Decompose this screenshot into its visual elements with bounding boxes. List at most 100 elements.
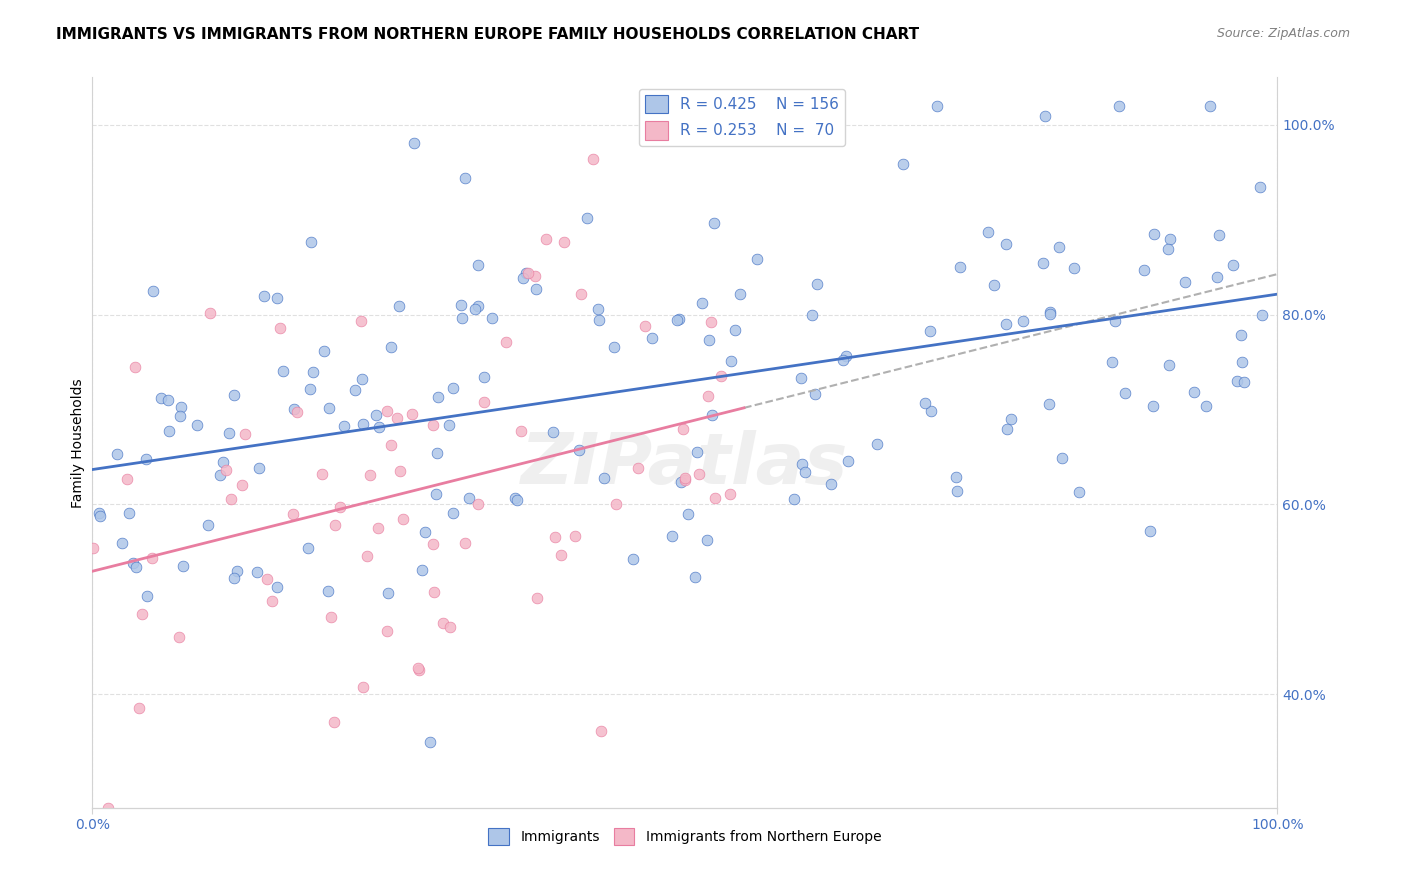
Point	[311, 467, 333, 482]
Point	[156, 392, 179, 407]
Point	[1033, 109, 1056, 123]
Point	[790, 457, 813, 471]
Point	[1050, 451, 1073, 466]
Point	[506, 493, 529, 508]
Point	[495, 335, 517, 350]
Point	[1104, 314, 1126, 328]
Point	[97, 801, 120, 815]
Point	[124, 359, 146, 374]
Point	[118, 506, 141, 520]
Point	[668, 312, 690, 326]
Point	[111, 536, 134, 550]
Point	[666, 313, 689, 327]
Point	[983, 277, 1005, 292]
Point	[891, 157, 914, 171]
Point	[801, 308, 824, 322]
Point	[671, 475, 693, 490]
Point	[302, 365, 325, 379]
Point	[172, 559, 194, 574]
Point	[1114, 386, 1136, 401]
Point	[266, 291, 288, 305]
Point	[945, 470, 967, 484]
Point	[686, 445, 709, 459]
Point	[1198, 99, 1220, 113]
Point	[1039, 307, 1062, 321]
Point	[1159, 231, 1181, 245]
Point	[422, 417, 444, 432]
Point	[1225, 374, 1247, 388]
Point	[918, 324, 941, 338]
Point	[375, 404, 398, 418]
Point	[1157, 242, 1180, 256]
Point	[402, 136, 425, 151]
Point	[526, 591, 548, 605]
Point	[329, 500, 352, 515]
Point	[641, 331, 664, 345]
Point	[1038, 397, 1060, 411]
Point	[914, 396, 936, 410]
Point	[142, 284, 165, 298]
Point	[352, 371, 374, 385]
Point	[441, 506, 464, 520]
Point	[368, 420, 391, 434]
Point	[425, 487, 447, 501]
Point	[927, 99, 949, 113]
Point	[235, 427, 257, 442]
Point	[697, 334, 720, 348]
Point	[1208, 228, 1230, 243]
Point	[285, 404, 308, 418]
Point	[408, 663, 430, 677]
Point	[211, 455, 233, 469]
Point	[135, 452, 157, 467]
Point	[683, 570, 706, 584]
Point	[1063, 261, 1085, 276]
Point	[344, 383, 367, 397]
Point	[316, 584, 339, 599]
Point	[543, 530, 565, 544]
Point	[837, 453, 859, 467]
Point	[672, 422, 695, 436]
Point	[946, 483, 969, 498]
Point	[696, 533, 718, 547]
Point	[426, 446, 449, 460]
Point	[523, 268, 546, 283]
Point	[401, 407, 423, 421]
Point	[472, 370, 495, 384]
Point	[437, 417, 460, 432]
Point	[380, 437, 402, 451]
Point	[423, 585, 446, 599]
Point	[1194, 400, 1216, 414]
Point	[582, 152, 605, 166]
Point	[710, 368, 733, 383]
Point	[1142, 399, 1164, 413]
Point	[389, 464, 412, 478]
Point	[439, 619, 461, 633]
Point	[271, 364, 294, 378]
Point	[215, 463, 238, 477]
Point	[589, 723, 612, 738]
Point	[256, 572, 278, 586]
Point	[567, 442, 589, 457]
Point	[1139, 524, 1161, 538]
Point	[89, 508, 111, 523]
Point	[503, 491, 526, 505]
Point	[1032, 256, 1054, 270]
Point	[413, 525, 436, 540]
Point	[314, 343, 336, 358]
Point	[747, 252, 769, 267]
Point	[1101, 355, 1123, 369]
Point	[995, 318, 1018, 332]
Point	[553, 235, 575, 249]
Point	[322, 715, 344, 730]
Point	[367, 521, 389, 535]
Point	[299, 235, 322, 249]
Point	[441, 381, 464, 395]
Point	[87, 506, 110, 520]
Point	[831, 352, 853, 367]
Point	[1250, 308, 1272, 322]
Point	[169, 409, 191, 423]
Point	[458, 491, 481, 505]
Point	[1230, 328, 1253, 343]
Point	[450, 298, 472, 312]
Point	[125, 560, 148, 574]
